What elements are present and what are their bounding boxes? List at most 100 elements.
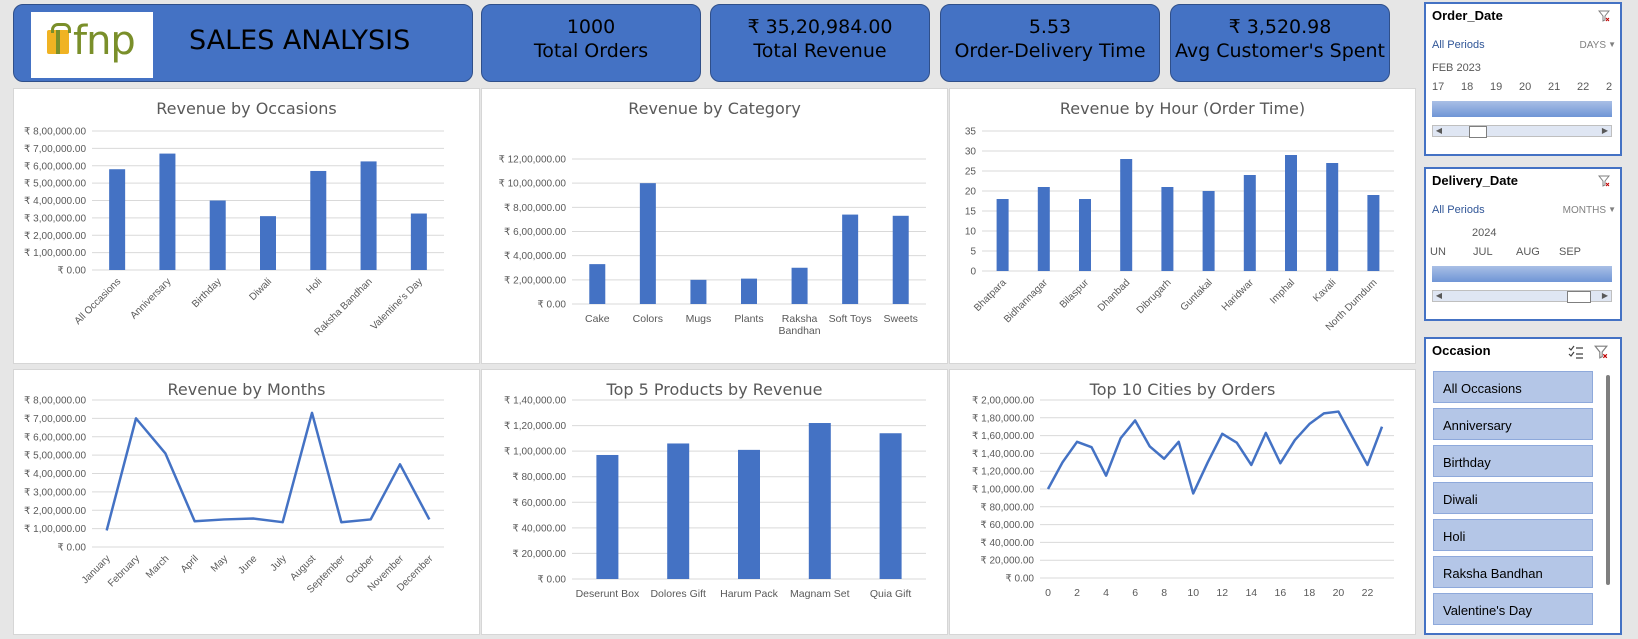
chart-title: Revenue by Category [628,99,801,118]
kpi-label: Order-Delivery Time [954,40,1146,62]
bar [360,161,377,270]
kpi-label: Avg Customer's Spent [1175,40,1385,62]
x-tick-label: Mugs [686,313,712,325]
period-label[interactable]: All Periods [1432,39,1485,51]
chart-revenue-by-months[interactable]: Revenue by Months ₹ 0.00 ₹ 1,00,000.00 ₹ 2… [13,369,480,635]
x-tick-label: 4 [1103,587,1109,599]
period-label[interactable]: All Periods [1432,204,1485,216]
y-tick-label: 35 [965,127,977,138]
chart-revenue-by-hour[interactable]: Revenue by Hour (Order Time) 0 5 10 15 20 25 3… [949,88,1416,364]
bar [738,449,760,579]
occasion-item[interactable]: Raksha Bandhan [1433,556,1593,588]
y-tick-label: ₹ 60,000.00 [512,498,566,509]
x-tick-label: 0 [1045,587,1051,599]
scroll-right-icon[interactable]: ▶ [1601,126,1609,135]
level-selector[interactable]: DAYS [1579,40,1607,51]
timeline-scrollbar[interactable]: ◀ ▶ [1432,125,1612,138]
timeline-bar[interactable] [1432,266,1612,282]
x-tick-label: Bhatpara [972,277,1009,314]
y-tick-label: ₹ 6,00,000.00 [24,432,86,443]
bar [1202,191,1215,271]
scroll-right-icon[interactable]: ▶ [1601,291,1609,300]
x-tick-label: Harum Pack [720,588,779,600]
chart-top-cities[interactable]: Top 10 Cities by Orders ₹ 0.00 ₹ 20,000.0… [949,369,1416,635]
chevron-down-icon[interactable]: ▼ [1608,205,1616,214]
timeline-scrollbar[interactable]: ◀ ▶ [1432,290,1612,303]
chart-canvas: ₹ 0.00 ₹ 20,000.00 ₹ 40,000.00 ₹ 60,000.00 ₹… [504,396,926,600]
y-tick-label: 5 [970,247,976,258]
clear-filter-icon[interactable] [1594,345,1608,359]
x-tick-label: Colors [633,313,663,325]
x-tick-label: Magnam Set [790,588,850,600]
timeline-bar[interactable] [1432,101,1612,117]
x-tick-label: May [209,553,230,574]
x-tick-label: 18 [1304,587,1316,599]
y-tick-label: ₹ 6,00,000.00 [504,227,566,238]
y-tick-label: ₹ 2,00,000.00 [24,506,86,517]
slicer-title: Order_Date [1432,8,1503,23]
scroll-thumb[interactable] [1469,126,1487,138]
scroll-left-icon[interactable]: ◀ [1435,126,1443,135]
scroll-left-icon[interactable]: ◀ [1435,291,1443,300]
y-tick-label: ₹ 4,00,000.00 [504,251,566,262]
occasion-item[interactable]: Birthday [1433,445,1593,477]
y-tick-label: ₹ 3,00,000.00 [24,487,86,498]
x-tick-label: Dhanbad [1096,277,1132,313]
occasion-item[interactable]: Valentine's Day [1433,593,1593,625]
order-date-slicer[interactable]: Order_Date All Periods DAYS ▼ FEB 2023 1… [1424,2,1622,156]
y-tick-label: ₹ 1,80,000.00 [972,413,1034,424]
clear-filter-icon[interactable] [1598,175,1610,187]
y-tick-label: 25 [965,167,977,178]
occasion-item[interactable]: All Occasions [1433,371,1593,403]
x-tick-label: 16 [1275,587,1287,599]
occasion-slicer[interactable]: Occasion All Occasions Anniversary Birthda… [1424,337,1622,635]
x-tick-label: 12 [1216,587,1228,599]
range-label: 2024 [1472,227,1497,239]
delivery-date-slicer[interactable]: Delivery_Date All Periods MONTHS ▼ 2024 … [1424,167,1622,321]
timeline-tick-label: 20 [1519,81,1532,93]
timeline-tick-label: 2 [1606,81,1613,93]
x-tick-label: Bandhan [779,325,821,337]
page-title: SALES ANALYSIS [189,25,411,56]
y-tick-label: ₹ 0.00 [1005,574,1034,585]
clear-filter-icon[interactable] [1598,10,1610,22]
bar [260,216,276,270]
slicer-scrollbar[interactable] [1606,375,1610,585]
scroll-thumb[interactable] [1567,291,1591,303]
chevron-down-icon[interactable]: ▼ [1608,40,1616,49]
bar [1079,199,1091,271]
bar [1120,159,1133,271]
x-tick-label: July [268,553,288,573]
occasion-item[interactable]: Anniversary [1433,408,1593,440]
timeline-tick-label: 18 [1461,81,1474,93]
chart-top-products[interactable]: Top 5 Products by Revenue ₹ 0.00 ₹ 20,000… [481,369,948,635]
chart-revenue-by-category[interactable]: Revenue by Category ₹ 0.00 ₹ 2,00,000.00 ₹… [481,88,948,364]
bar [1161,187,1174,271]
chart-canvas: ₹ 0.00 ₹ 1,00,000.00 ₹ 2,00,000.00 ₹ 3,00,0… [24,127,444,338]
timeline-tick-label: SEP [1559,246,1582,258]
y-tick-label: ₹ 6,00,000.00 [24,161,86,172]
kpi-label: Total Orders [533,40,649,62]
y-tick-label: ₹ 1,00,000.00 [24,248,86,259]
kpi-value: 1000 [566,16,616,38]
series-line [1046,410,1384,495]
bar [639,183,656,304]
y-tick-label: ₹ 5,00,000.00 [24,179,86,190]
y-tick-label: ₹ 2,00,000.00 [972,396,1034,407]
y-tick-label: 10 [965,227,977,238]
kpi-delivery-time: 5.53 Order-Delivery Time [940,4,1160,82]
y-tick-label: ₹ 0.00 [57,266,86,277]
y-tick-label: ₹ 2,00,000.00 [24,231,86,242]
timeline-tick-label: 22 [1577,81,1590,93]
level-selector[interactable]: MONTHS [1562,205,1606,216]
x-tick-label: Cake [585,313,610,325]
multi-select-icon[interactable] [1568,345,1584,359]
bar [808,423,831,579]
chart-revenue-by-occasions[interactable]: Revenue by Occasions ₹ 0.00 ₹ 1,00,000.00… [13,88,480,364]
x-tick-label: 6 [1132,587,1138,599]
y-tick-label: ₹ 8,00,000.00 [24,127,86,138]
occasion-item[interactable]: Diwali [1433,482,1593,514]
occasion-item[interactable]: Holi [1433,519,1593,551]
y-tick-label: ₹ 20,000.00 [512,549,566,560]
